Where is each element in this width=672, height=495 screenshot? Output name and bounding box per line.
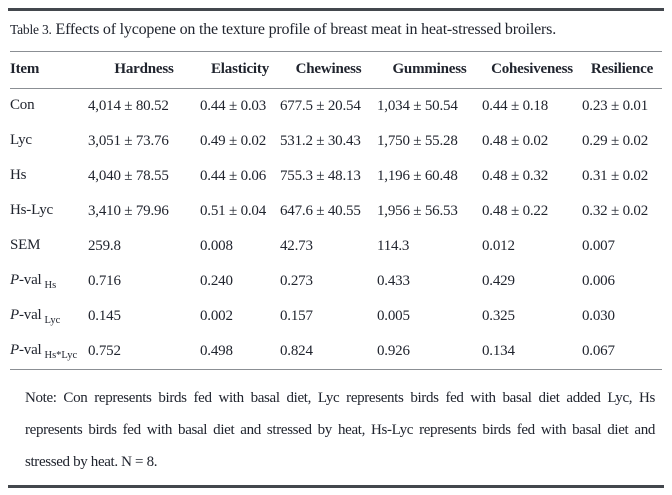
top-rule: [8, 8, 664, 11]
row-label-subscript: Lyc: [44, 315, 61, 326]
cell-gumminess: 0.926: [377, 334, 482, 370]
row-label: Con: [10, 89, 88, 125]
row-label: P-val Hs: [10, 264, 88, 299]
cell-hardness: 3,051 ± 73.76: [88, 133, 169, 149]
cell-elasticity: 0.008: [200, 238, 233, 254]
table-row-pval-hs-lyc: P-val Hs*Lyc 0.752 0.498 0.824 0.926 0.13…: [10, 334, 662, 370]
cell-resilience: 0.31 ± 0.02: [582, 168, 649, 184]
data-table: Item Hardness Elasticity Chewiness Gummi…: [10, 51, 662, 370]
cell-cohesiveness: 0.48 ± 0.02: [482, 133, 549, 149]
cell-hardness: 4,040 ± 78.55: [88, 168, 169, 184]
cell-hardness: 4,014 ± 80.52: [88, 98, 169, 114]
cell-cohesiveness: 0.012: [482, 238, 515, 254]
header-row: Item Hardness Elasticity Chewiness Gummi…: [10, 51, 662, 89]
row-label: Lyc: [10, 124, 88, 159]
cell-resilience: 0.32 ± 0.02: [582, 203, 649, 219]
table-row-con: Con 4,014 ± 80.52 0.44 ± 0.03 677.5 ± 20…: [10, 89, 662, 125]
cell-cohesiveness: 0.48 ± 0.22: [482, 203, 549, 219]
cell-hardness: 3,410 ± 79.96: [88, 203, 169, 219]
cell-gumminess: 114.3: [377, 238, 410, 254]
row-label-text: Hs-Lyc: [10, 202, 53, 218]
cell-resilience: 0.006: [582, 273, 615, 289]
row-label-text: Con: [10, 97, 35, 113]
cell-elasticity: 0.49 ± 0.02: [200, 133, 267, 149]
row-label: Hs-Lyc: [10, 194, 88, 229]
cell-chewiness: 755.3 ± 48.13: [280, 168, 361, 184]
row-label-italic: P: [10, 307, 19, 323]
row-label-italic: P: [10, 272, 19, 288]
table-caption: Table 3. Effects of lycopene on the text…: [10, 21, 662, 38]
cell-cohesiveness: 0.44 ± 0.18: [482, 98, 549, 114]
cell-gumminess: 1,956 ± 56.53: [377, 203, 458, 219]
cell-elasticity: 0.44 ± 0.03: [200, 98, 267, 114]
cell-resilience: 0.067: [582, 334, 662, 370]
cell-gumminess: 1,750 ± 55.28: [377, 133, 458, 149]
cell-chewiness: 0.273: [280, 273, 313, 289]
cell-hardness: 259.8: [88, 238, 121, 254]
cell-gumminess: 0.005: [377, 308, 410, 324]
cell-cohesiveness: 0.48 ± 0.32: [482, 168, 549, 184]
table-number: Table 3.: [10, 22, 52, 37]
table-note: Note: Con represents birds fed with basa…: [25, 390, 655, 470]
cell-chewiness: 531.2 ± 30.43: [280, 133, 361, 149]
row-label-text: -val: [18, 342, 42, 358]
row-label-text: Hs: [10, 167, 27, 183]
cell-chewiness: 647.6 ± 40.55: [280, 203, 361, 219]
cell-chewiness: 677.5 ± 20.54: [280, 98, 361, 114]
cell-resilience: 0.23 ± 0.01: [582, 98, 649, 114]
cell-hardness: 0.752: [88, 334, 200, 370]
row-label: Hs: [10, 159, 88, 194]
row-label: SEM: [10, 229, 88, 264]
table-row-hs-lyc: Hs-Lyc 3,410 ± 79.96 0.51 ± 0.04 647.6 ±…: [10, 194, 662, 229]
table-row-pval-lyc: P-val Lyc 0.145 0.002 0.157 0.005 0.325 0…: [10, 299, 662, 334]
column-header-hardness: Hardness: [88, 51, 200, 89]
row-label: P-val Lyc: [10, 299, 88, 334]
cell-gumminess: 1,196 ± 60.48: [377, 168, 458, 184]
table-row-hs: Hs 4,040 ± 78.55 0.44 ± 0.06 755.3 ± 48.…: [10, 159, 662, 194]
cell-gumminess: 1,034 ± 50.54: [377, 98, 458, 114]
table-body: Con 4,014 ± 80.52 0.44 ± 0.03 677.5 ± 20…: [10, 89, 662, 370]
cell-hardness: 0.145: [88, 308, 121, 324]
table-row-pval-hs: P-val Hs 0.716 0.240 0.273 0.433 0.429 0.…: [10, 264, 662, 299]
table-row-sem: SEM 259.8 0.008 42.73 114.3 0.012 0.007: [10, 229, 662, 264]
cell-chewiness: 0.824: [280, 334, 377, 370]
cell-gumminess: 0.433: [377, 273, 410, 289]
cell-hardness: 0.716: [88, 273, 121, 289]
cell-chewiness: 0.157: [280, 308, 313, 324]
cell-cohesiveness: 0.325: [482, 308, 515, 324]
cell-resilience: 0.29 ± 0.02: [582, 133, 649, 149]
row-label-text: SEM: [10, 237, 41, 253]
cell-resilience: 0.030: [582, 308, 615, 324]
cell-elasticity: 0.51 ± 0.04: [200, 203, 267, 219]
row-label-text: -val: [18, 272, 42, 288]
cell-elasticity: 0.002: [200, 308, 233, 324]
cell-elasticity: 0.240: [200, 273, 233, 289]
column-header-gumminess: Gumminess: [377, 51, 482, 89]
cell-cohesiveness: 0.429: [482, 273, 515, 289]
row-label-subscript: Hs*Lyc: [44, 350, 78, 361]
column-header-cohesiveness: Cohesiveness: [482, 51, 582, 89]
table-row-lyc: Lyc 3,051 ± 73.76 0.49 ± 0.02 531.2 ± 30…: [10, 124, 662, 159]
row-label-italic: P: [10, 342, 19, 358]
row-label-subscript: Hs: [44, 280, 57, 291]
cell-elasticity: 0.498: [200, 334, 280, 370]
row-label: P-val Hs*Lyc: [10, 334, 88, 370]
column-header-item: Item: [10, 51, 88, 89]
column-header-elasticity: Elasticity: [200, 51, 280, 89]
cell-cohesiveness: 0.134: [482, 334, 582, 370]
table-header: Item Hardness Elasticity Chewiness Gummi…: [10, 51, 662, 89]
cell-chewiness: 42.73: [280, 238, 313, 254]
row-label-text: Lyc: [10, 132, 32, 148]
cell-resilience: 0.007: [582, 238, 615, 254]
table-caption-text: Effects of lycopene on the texture profi…: [51, 21, 557, 38]
bottom-rule: [8, 485, 664, 488]
column-header-chewiness: Chewiness: [280, 51, 377, 89]
column-header-resilience: Resilience: [582, 51, 662, 89]
cell-elasticity: 0.44 ± 0.06: [200, 168, 267, 184]
row-label-text: -val: [18, 307, 42, 323]
